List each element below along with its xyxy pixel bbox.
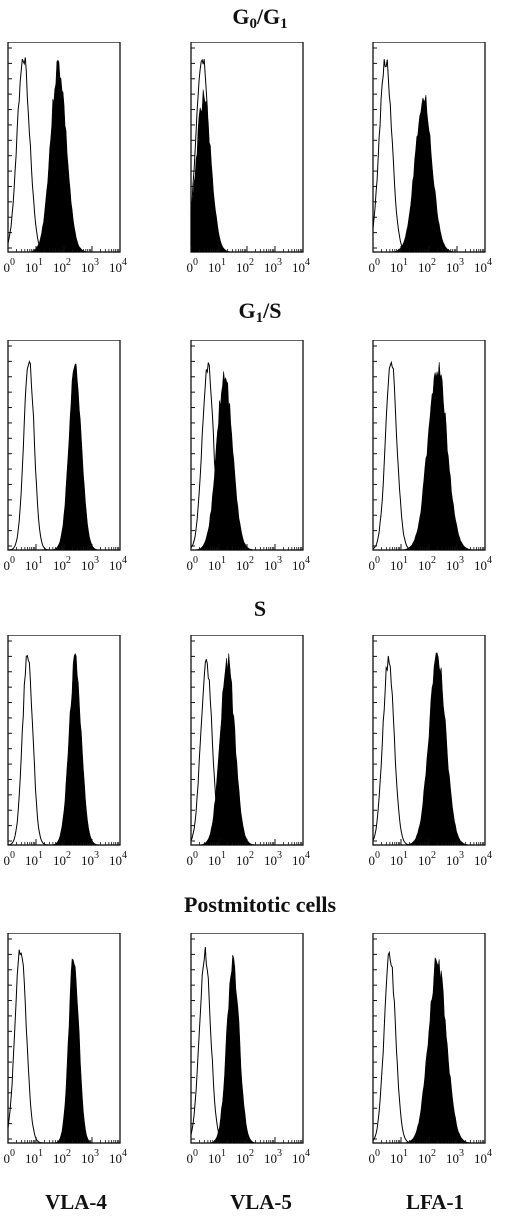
- row-title-g0g1: G0/G1: [232, 4, 288, 32]
- histogram-panel-g0g1-lfa1: 100 101 102 103 104: [369, 42, 492, 275]
- plot-frame: [190, 933, 304, 1144]
- x-tick-label: 101: [208, 1148, 226, 1166]
- x-tick-label: 104: [292, 850, 310, 868]
- stained-histogram: [191, 954, 303, 1144]
- x-tick-label: 100: [4, 257, 15, 275]
- column-label-vla4: VLA-4: [45, 1190, 107, 1214]
- row-title-g1s: G1/S: [238, 298, 282, 326]
- x-tick-label: 101: [25, 1148, 43, 1166]
- x-tick-label: 102: [418, 257, 436, 275]
- x-tick-label: 101: [25, 257, 43, 275]
- x-tick-label: 101: [25, 850, 43, 868]
- histogram-panel-postmitoticcells-vla5: 100 101 102 103 104: [187, 933, 310, 1166]
- x-tick-label: 101: [390, 1148, 408, 1166]
- x-tick-label: 100: [4, 1148, 15, 1166]
- x-tick-label: 100: [369, 555, 380, 573]
- stained-histogram: [8, 59, 120, 253]
- histogram-panel-g0g1-vla5: 100 101 102 103 104: [187, 42, 310, 275]
- x-tick-label: 101: [390, 555, 408, 573]
- stained-histogram: [373, 652, 485, 846]
- x-tick-label: 103: [264, 555, 282, 573]
- histogram-panel-s-vla5: 100 101 102 103 104: [187, 635, 310, 868]
- x-tick-label: 101: [208, 555, 226, 573]
- x-tick-label: 101: [390, 850, 408, 868]
- histogram-panel-g1s-lfa1: 100 101 102 103 104: [369, 340, 492, 573]
- x-tick-label: 104: [109, 555, 127, 573]
- x-tick-label: 102: [53, 850, 71, 868]
- x-tick-label: 100: [369, 850, 380, 868]
- control-histogram: [190, 659, 303, 846]
- histogram-panel-s-vla4: 100 101 102 103 104: [4, 635, 127, 868]
- x-tick-label: 102: [236, 1148, 254, 1166]
- x-tick-label: 100: [4, 850, 15, 868]
- x-tick-label: 102: [53, 1148, 71, 1166]
- stained-histogram: [8, 363, 120, 551]
- stained-histogram: [373, 957, 485, 1144]
- x-tick-label: 104: [292, 555, 310, 573]
- column-label-lfa1: LFA-1: [406, 1190, 464, 1214]
- x-tick-label: 104: [474, 555, 492, 573]
- x-tick-label: 104: [109, 850, 127, 868]
- x-tick-label: 103: [81, 850, 99, 868]
- x-tick-label: 102: [236, 555, 254, 573]
- x-tick-label: 100: [187, 257, 198, 275]
- x-tick-label: 104: [474, 850, 492, 868]
- row-title-postmitotic: Postmitotic cells: [183, 892, 337, 917]
- x-tick-label: 104: [474, 1148, 492, 1166]
- x-tick-label: 100: [4, 555, 15, 573]
- column-label-vla5: VLA-5: [230, 1190, 292, 1214]
- x-tick-label: 103: [446, 850, 464, 868]
- x-tick-label: 102: [418, 1148, 436, 1166]
- stained-histogram: [191, 653, 303, 846]
- x-tick-label: 100: [187, 850, 198, 868]
- x-tick-label: 103: [81, 555, 99, 573]
- histogram-panel-g1s-vla4: 100 101 102 103 104: [4, 340, 127, 573]
- x-tick-label: 103: [446, 1148, 464, 1166]
- histogram-panel-g1s-vla5: 100 101 102 103 104: [187, 340, 310, 573]
- x-tick-label: 104: [109, 1148, 127, 1166]
- x-tick-label: 103: [446, 555, 464, 573]
- plot-frame: [7, 933, 121, 1144]
- x-tick-label: 102: [236, 257, 254, 275]
- histogram-panel-postmitoticcells-vla4: 100 101 102 103 104: [4, 933, 127, 1166]
- x-tick-label: 104: [292, 257, 310, 275]
- stained-histogram: [373, 94, 485, 253]
- control-histogram: [190, 362, 303, 551]
- x-tick-label: 103: [81, 1148, 99, 1166]
- x-tick-label: 104: [109, 257, 127, 275]
- x-tick-label: 103: [81, 257, 99, 275]
- x-tick-label: 102: [53, 257, 71, 275]
- control-histogram: [190, 946, 303, 1144]
- histogram-panel-s-lfa1: 100 101 102 103 104: [369, 635, 492, 868]
- x-tick-label: 103: [264, 850, 282, 868]
- x-tick-label: 101: [25, 555, 43, 573]
- x-tick-label: 104: [474, 257, 492, 275]
- x-tick-label: 103: [264, 257, 282, 275]
- row-title-s: S: [253, 596, 267, 621]
- x-tick-label: 101: [390, 257, 408, 275]
- x-tick-label: 104: [292, 1148, 310, 1166]
- histogram-panel-g0g1-vla4: 100 101 102 103 104: [4, 42, 127, 275]
- x-tick-label: 102: [236, 850, 254, 868]
- histogram-panel-postmitoticcells-lfa1: 100 101 102 103 104: [369, 933, 492, 1166]
- x-tick-label: 103: [446, 257, 464, 275]
- x-tick-label: 103: [264, 1148, 282, 1166]
- x-tick-label: 102: [418, 555, 436, 573]
- x-tick-label: 100: [187, 555, 198, 573]
- stained-histogram: [373, 362, 485, 551]
- x-tick-label: 101: [208, 850, 226, 868]
- x-tick-label: 102: [53, 555, 71, 573]
- stained-histogram: [191, 371, 303, 551]
- x-tick-label: 100: [369, 1148, 380, 1166]
- x-tick-label: 102: [418, 850, 436, 868]
- x-tick-label: 100: [187, 1148, 198, 1166]
- x-tick-label: 100: [369, 257, 380, 275]
- x-tick-label: 101: [208, 257, 226, 275]
